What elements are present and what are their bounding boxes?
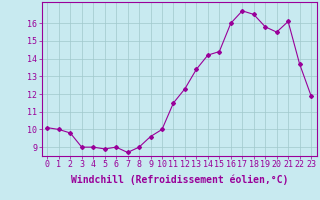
X-axis label: Windchill (Refroidissement éolien,°C): Windchill (Refroidissement éolien,°C) (70, 175, 288, 185)
